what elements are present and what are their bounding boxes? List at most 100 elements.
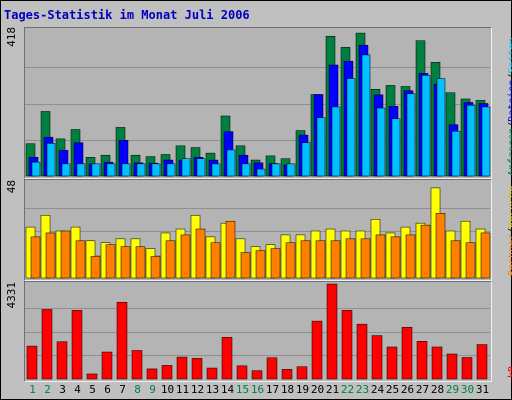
day-label-25: 25 bbox=[386, 383, 399, 396]
day-label-7: 7 bbox=[119, 383, 126, 396]
hosts-bar-15 bbox=[240, 252, 251, 279]
pages-bar-25 bbox=[391, 118, 401, 177]
kbytes-bar-1 bbox=[26, 345, 38, 380]
day-label-11: 11 bbox=[176, 383, 189, 396]
hosts-bar-29 bbox=[450, 240, 461, 279]
kbytes-bar-3 bbox=[56, 341, 68, 380]
pages-bar-29 bbox=[451, 131, 461, 177]
pages-bar-31 bbox=[481, 106, 491, 177]
pages-bar-6 bbox=[106, 163, 116, 177]
kbytes-bar-4 bbox=[71, 310, 83, 380]
kbytes-bar-8 bbox=[131, 350, 143, 380]
hosts-bar-10 bbox=[165, 240, 176, 279]
hosts-bar-18 bbox=[285, 242, 296, 279]
hosts-bar-8 bbox=[135, 246, 146, 279]
hosts-bar-24 bbox=[375, 234, 386, 279]
day-label-6: 6 bbox=[104, 383, 111, 396]
pages-bar-7 bbox=[121, 163, 131, 177]
hosts-bar-21 bbox=[330, 240, 341, 279]
hosts-bar-14 bbox=[225, 220, 236, 279]
pages-bar-20 bbox=[316, 117, 326, 177]
day-label-19: 19 bbox=[296, 383, 309, 396]
hosts-bar-31 bbox=[480, 232, 491, 279]
day-label-15: 15 bbox=[236, 383, 249, 396]
day-label-13: 13 bbox=[206, 383, 219, 396]
chart-title: Tages-Statistik im Monat Juli 2006 bbox=[4, 8, 250, 22]
day-label-21: 21 bbox=[326, 383, 339, 396]
kbytes-bar-18 bbox=[281, 369, 293, 380]
kbytes-bar-25 bbox=[386, 346, 398, 380]
hosts-bar-28 bbox=[435, 213, 446, 279]
day-label-4: 4 bbox=[74, 383, 81, 396]
day-label-14: 14 bbox=[221, 383, 235, 396]
hosts-bar-6 bbox=[105, 244, 116, 279]
hosts-bar-17 bbox=[270, 248, 281, 279]
kbytes-bar-14 bbox=[221, 337, 233, 380]
hosts-bar-27 bbox=[420, 224, 431, 279]
kbytes-bar-15 bbox=[236, 365, 248, 380]
day-label-28: 28 bbox=[431, 383, 444, 396]
hosts-bar-5 bbox=[90, 256, 101, 279]
hosts-bar-12 bbox=[195, 228, 206, 279]
pages-bar-27 bbox=[421, 75, 431, 177]
pages-bar-2 bbox=[46, 143, 56, 177]
day-label-3: 3 bbox=[59, 383, 66, 396]
pages-bar-15 bbox=[241, 163, 251, 177]
kbytes-bar-12 bbox=[191, 358, 203, 380]
kbytes-bar-22 bbox=[341, 310, 353, 380]
pages-bar-22 bbox=[346, 78, 356, 177]
day-label-16: 16 bbox=[251, 383, 264, 396]
day-label-23: 23 bbox=[356, 383, 369, 396]
hosts-bar-23 bbox=[360, 238, 371, 279]
kbytes-bar-27 bbox=[416, 341, 428, 380]
kbytes-bar-21 bbox=[326, 283, 338, 380]
pages-bar-9 bbox=[151, 163, 161, 177]
kbytes-bar-11 bbox=[176, 356, 188, 380]
pages-bar-10 bbox=[166, 163, 176, 177]
pages-bar-17 bbox=[271, 163, 281, 177]
kbytes-bar-2 bbox=[41, 309, 53, 380]
kbytes-bar-23 bbox=[356, 323, 368, 380]
pages-bar-3 bbox=[61, 163, 71, 177]
pages-bar-23 bbox=[361, 54, 371, 177]
pages-bar-18 bbox=[286, 163, 296, 177]
day-label-31: 31 bbox=[476, 383, 489, 396]
day-label-8: 8 bbox=[134, 383, 141, 396]
hosts-bar-7 bbox=[120, 246, 131, 279]
hosts-bar-1 bbox=[30, 236, 41, 279]
kbytes-bar-26 bbox=[401, 326, 413, 380]
day-label-20: 20 bbox=[311, 383, 324, 396]
day-label-22: 22 bbox=[341, 383, 354, 396]
pages-bar-28 bbox=[436, 78, 446, 177]
hosts-bar-4 bbox=[75, 240, 86, 279]
day-label-2: 2 bbox=[44, 383, 51, 396]
pages-bar-16 bbox=[256, 168, 266, 177]
hosts-bar-2 bbox=[45, 232, 56, 279]
day-label-30: 30 bbox=[461, 383, 474, 396]
hosts-bar-3 bbox=[60, 230, 71, 279]
pages-bar-13 bbox=[211, 163, 221, 177]
pages-bar-5 bbox=[91, 163, 101, 177]
pages-bar-24 bbox=[376, 107, 386, 177]
kbytes-bar-19 bbox=[296, 366, 308, 380]
pages-bar-30 bbox=[466, 104, 476, 177]
kbytes-bar-17 bbox=[266, 357, 278, 380]
day-label-24: 24 bbox=[371, 383, 385, 396]
day-label-1: 1 bbox=[29, 383, 36, 396]
kbytes-bar-6 bbox=[101, 351, 113, 380]
kbytes-bar-24 bbox=[371, 335, 383, 380]
day-label-27: 27 bbox=[416, 383, 429, 396]
kbytes-bar-29 bbox=[446, 353, 458, 380]
kbytes-bar-7 bbox=[116, 301, 128, 380]
hosts-bar-11 bbox=[180, 234, 191, 279]
hosts-bar-9 bbox=[150, 256, 161, 279]
day-label-9: 9 bbox=[149, 383, 156, 396]
kbytes-bar-13 bbox=[206, 367, 218, 380]
hosts-bar-25 bbox=[390, 236, 401, 279]
day-label-17: 17 bbox=[266, 383, 279, 396]
hosts-bar-26 bbox=[405, 234, 416, 279]
pages-bar-1 bbox=[31, 161, 41, 177]
hosts-bar-16 bbox=[255, 250, 266, 279]
kbytes-bar-9 bbox=[146, 368, 158, 380]
